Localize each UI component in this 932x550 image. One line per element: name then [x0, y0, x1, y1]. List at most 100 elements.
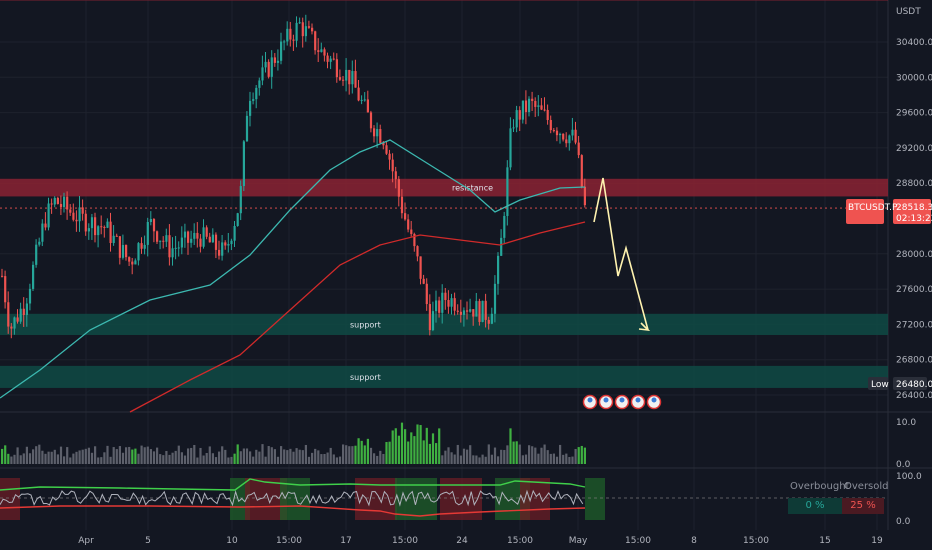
volume-bar [500, 449, 503, 464]
volume-bar [171, 452, 174, 464]
volume-bar [453, 454, 456, 464]
volume-bar [447, 447, 450, 464]
volume-bar [106, 445, 109, 464]
volume-bar [382, 453, 385, 464]
volume-bar [552, 453, 555, 464]
oscillator-pane [0, 478, 888, 520]
candle-body [323, 49, 326, 56]
candle-body [187, 231, 190, 243]
candle-body [69, 209, 72, 213]
volume-bar [187, 448, 190, 464]
moving-averages [0, 139, 888, 413]
volume-bar [196, 457, 199, 464]
candle-body [469, 309, 472, 312]
candle-body [425, 283, 428, 305]
volume-bar [466, 449, 469, 464]
candles [1, 14, 586, 339]
volume-bar [41, 450, 44, 464]
volume-bar [425, 427, 428, 464]
candle-body [177, 247, 180, 249]
candle-body [81, 207, 84, 214]
ma-fast-line [0, 139, 586, 399]
volume-tick-label: 10.0 [896, 418, 916, 428]
volume-bar [481, 454, 484, 464]
candle-body [249, 100, 252, 116]
oscillator-upper-band [0, 478, 586, 491]
candle-body [134, 260, 137, 265]
candle-body [121, 245, 125, 258]
price-axis[interactable]: 30400.0 30000.0 29600.0 29200.0 28800.0 28000… [896, 38, 932, 527]
event-markers[interactable] [582, 394, 662, 410]
price-tick-label: 29600.0 [896, 109, 932, 119]
candle-body [543, 109, 546, 111]
volume-bar [317, 450, 320, 464]
volume-bar [35, 446, 38, 464]
volume-bar [580, 445, 583, 464]
candle-body [261, 67, 264, 81]
candle-body [444, 292, 447, 301]
volume-bar [540, 447, 543, 464]
volume-bar [431, 433, 435, 464]
volume-bar [242, 448, 245, 464]
candle-body [140, 243, 143, 249]
oscillator-lower-band [0, 505, 586, 517]
volume-bar [280, 446, 283, 464]
event-marker-dot [619, 397, 625, 403]
volume-bar [190, 447, 193, 464]
candle-body [413, 233, 416, 247]
candle-body [435, 300, 438, 312]
candle-body [233, 225, 236, 241]
candle-body [487, 319, 490, 324]
time-axis[interactable]: Apr 5 10 15:00 17 15:00 24 15:00 May 15:00 8 15:00 1… [78, 536, 883, 546]
volume-bar [497, 456, 500, 464]
time-tick-label: 8 [691, 536, 697, 546]
event-marker-dot [603, 397, 609, 403]
volume-bar [118, 446, 121, 464]
candle-body [555, 130, 559, 136]
volume-bar [407, 441, 410, 464]
oscillator-zone [585, 478, 605, 520]
candle-body [286, 28, 289, 42]
candle-body [357, 87, 360, 101]
volume-bar [22, 453, 25, 464]
candle-body [295, 22, 298, 41]
volume-bar [255, 449, 258, 464]
volume-bar [512, 441, 515, 464]
candle-body [472, 309, 475, 317]
volume-bar [546, 450, 549, 464]
volume-bar [221, 446, 224, 464]
candle-body [431, 311, 435, 331]
candle-body [97, 226, 100, 236]
candle-body [528, 98, 531, 113]
candle-body [379, 129, 382, 143]
volume-bar [537, 453, 540, 464]
volume-bar [218, 451, 221, 464]
volume-bar [261, 444, 264, 464]
support-zone-label: support [350, 373, 381, 382]
time-tick-label: May [569, 536, 588, 546]
volume-bar [211, 453, 214, 464]
volume-bar [555, 456, 559, 464]
volume-bar [369, 447, 373, 464]
candle-body [239, 186, 242, 214]
last-price-symbol: BTCUSDT.P [848, 203, 898, 213]
volume-bar [462, 448, 466, 464]
volume-bar [416, 424, 419, 464]
candle-body [391, 159, 394, 172]
volume-bar [565, 453, 568, 464]
volume-bar [286, 450, 289, 464]
candle-body [41, 223, 44, 242]
volume-bar [159, 454, 162, 464]
volume-bar [435, 443, 438, 464]
volume-bar [276, 456, 280, 464]
time-tick-label: 17 [340, 536, 351, 546]
volume-bar [152, 451, 156, 464]
volume-bar [338, 456, 342, 464]
time-tick-label: 10 [226, 536, 238, 546]
candle-body [100, 226, 103, 228]
candle-body [168, 235, 171, 258]
volume-bar [366, 438, 369, 464]
candle-body [149, 218, 152, 222]
volume-bar [323, 453, 326, 464]
